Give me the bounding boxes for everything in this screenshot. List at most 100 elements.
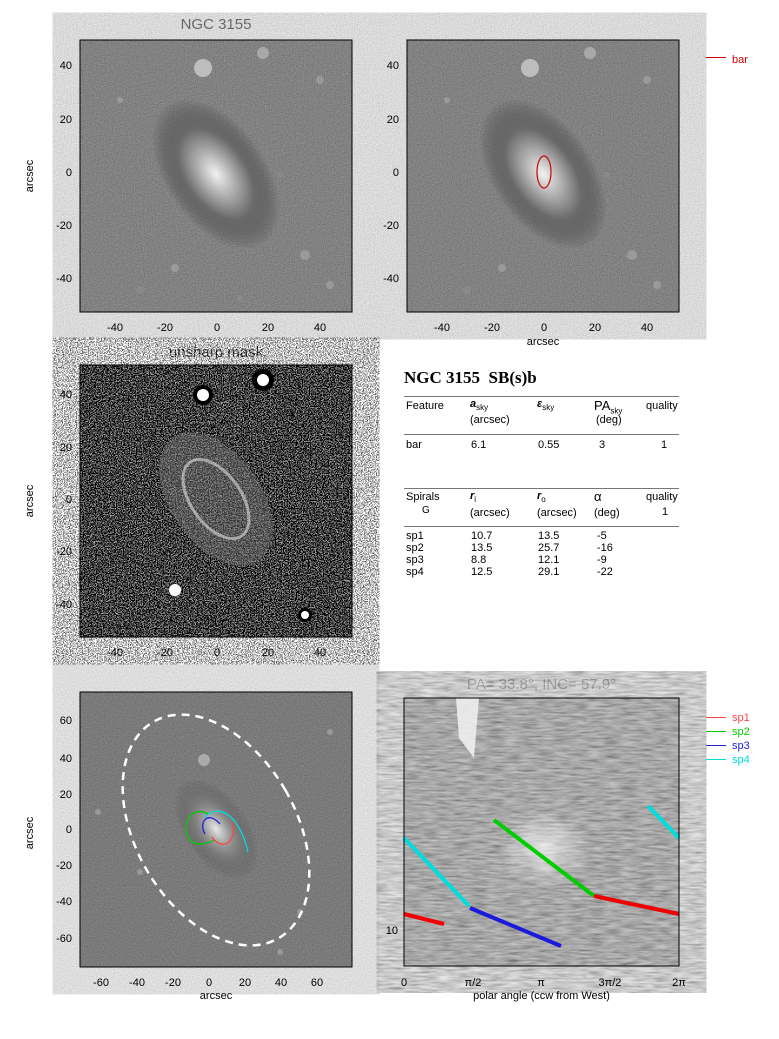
table-rule [404, 434, 679, 435]
track-sp1-a [593, 894, 680, 916]
tl-xtick: 20 [261, 322, 275, 334]
spiral-arm-sp4 [204, 810, 249, 853]
tr-xtick: -20 [484, 322, 500, 334]
tr-ytick: 20 [386, 114, 399, 126]
br-xtick: π/2 [464, 977, 482, 989]
spiral-row-ri: 8.8 [471, 554, 487, 566]
bl-xlabel: arcsec [199, 990, 233, 1002]
hdr-eps: εsky [537, 398, 554, 412]
bar-name: bar [406, 439, 422, 451]
spiral-row-ri: 10.7 [471, 530, 493, 542]
tl-ytick: 20 [59, 114, 72, 126]
spiral-arm-sp2 [185, 811, 216, 845]
hdr-ro: ro [537, 490, 546, 504]
ml-xtick: 0 [213, 647, 221, 659]
tl-xtick: 0 [213, 322, 221, 334]
tl-xtick: -40 [107, 322, 123, 334]
ml-ylabel: arcsec [24, 484, 37, 518]
bl-xtick: -20 [165, 977, 181, 989]
hdr-quality: quality [646, 400, 678, 412]
br-xtick: 3π/2 [598, 977, 622, 989]
track-sp4-a [402, 836, 471, 908]
spiral-row-ri: 12.5 [471, 566, 493, 578]
bl-ytick: 20 [59, 789, 72, 801]
bottom-right-title: PA= 33.8°, INC= 57.9° [466, 676, 617, 693]
tr-ytick: 0 [392, 167, 399, 179]
hdr-a-unit: (arcsec) [470, 414, 510, 426]
tl-ytick: 40 [59, 60, 72, 72]
ml-xtick: -40 [107, 647, 123, 659]
bar-legend-line [706, 57, 726, 58]
spiral-row-alpha: -16 [597, 542, 613, 554]
bar-eps: 0.55 [538, 439, 560, 451]
spiral-row-name: sp3 [406, 554, 424, 566]
hdr-a-sub: sky [476, 403, 489, 413]
tl-ytick: 0 [65, 167, 72, 179]
br-xtick: π [537, 977, 545, 989]
tl-ylabel: arcsec [24, 159, 37, 193]
legend-line-sp3 [706, 745, 726, 746]
hdr-spirals: Spirals [406, 491, 440, 503]
spiral-row-alpha: -9 [597, 554, 607, 566]
spiral-arm-sp1 [211, 821, 234, 845]
br-ytick: 10 [385, 925, 398, 937]
track-sp1-b [403, 912, 445, 926]
ml-xtick: -20 [157, 647, 173, 659]
tr-xtick: -40 [434, 322, 450, 334]
tr-xtick: 0 [540, 322, 548, 334]
spiral-row-alpha: -22 [597, 566, 613, 578]
table-heading: NGC 3155 SB(s)b [404, 368, 537, 387]
hdr-ri-sub: i [474, 495, 477, 505]
hdr-quality2-value: 1 [662, 506, 669, 518]
hdr-ri: ri [470, 490, 476, 504]
legend-label-sp1: sp1 [732, 712, 750, 724]
track-sp3 [469, 906, 562, 948]
hdr-pa: PAsky [594, 398, 622, 416]
hdr-pa-sub: sky [610, 406, 623, 416]
hdr-ri-symbol: r [470, 490, 475, 502]
tr-ytick: -40 [383, 273, 399, 285]
legend-label-sp3: sp3 [732, 740, 750, 752]
hdr-ri-unit: (arcsec) [470, 507, 510, 519]
hdr-ro-unit: (arcsec) [537, 507, 577, 519]
table-rule [404, 526, 679, 527]
tl-ytick: -40 [56, 273, 72, 285]
bl-xtick: 40 [274, 977, 288, 989]
hdr-pa-unit: (deg) [596, 414, 622, 426]
bar-ellipse [536, 155, 552, 189]
hdr-eps-sub: sky [542, 403, 555, 413]
tr-xlabel: arcsec [526, 336, 560, 348]
spiral-row-name: sp4 [406, 566, 424, 578]
hdr-ro-symbol: r [537, 490, 542, 502]
tr-ytick: -20 [383, 220, 399, 232]
br-xlabel: polar angle (ccw from West) [473, 990, 610, 1002]
hdr-feature: Feature [406, 400, 444, 412]
hdr-a-symbol: a [470, 398, 477, 410]
ml-xtick: 20 [261, 647, 275, 659]
track-sp4-b [646, 804, 681, 840]
ml-ytick: -40 [56, 599, 72, 611]
track-sp2 [492, 818, 596, 898]
br-xtick: 0 [400, 977, 408, 989]
bl-ytick: 40 [59, 753, 72, 765]
legend-line-sp2 [706, 731, 726, 732]
spiral-arm-sp3 [202, 817, 221, 835]
unsharp-mask-image [79, 364, 353, 638]
hdr-a: asky [470, 398, 488, 412]
bar-pa: 3 [599, 439, 606, 451]
spiral-row-alpha: -5 [597, 530, 607, 542]
tr-xtick: 40 [640, 322, 654, 334]
spiral-row-ro: 29.1 [538, 566, 560, 578]
bl-ytick: -40 [56, 896, 72, 908]
top-left-title: NGC 3155 [180, 16, 252, 33]
top-right-image [406, 39, 680, 313]
spiral-row-ro: 25.7 [538, 542, 560, 554]
ml-ytick: 20 [59, 442, 72, 454]
bl-xtick: 20 [238, 977, 252, 989]
spiral-row-ro: 13.5 [538, 530, 560, 542]
bar-quality: 1 [661, 439, 668, 451]
spiral-row-ri: 13.5 [471, 542, 493, 554]
bar-a: 6.1 [471, 439, 487, 451]
tr-xtick: 20 [588, 322, 602, 334]
bl-ytick: 60 [59, 715, 72, 727]
